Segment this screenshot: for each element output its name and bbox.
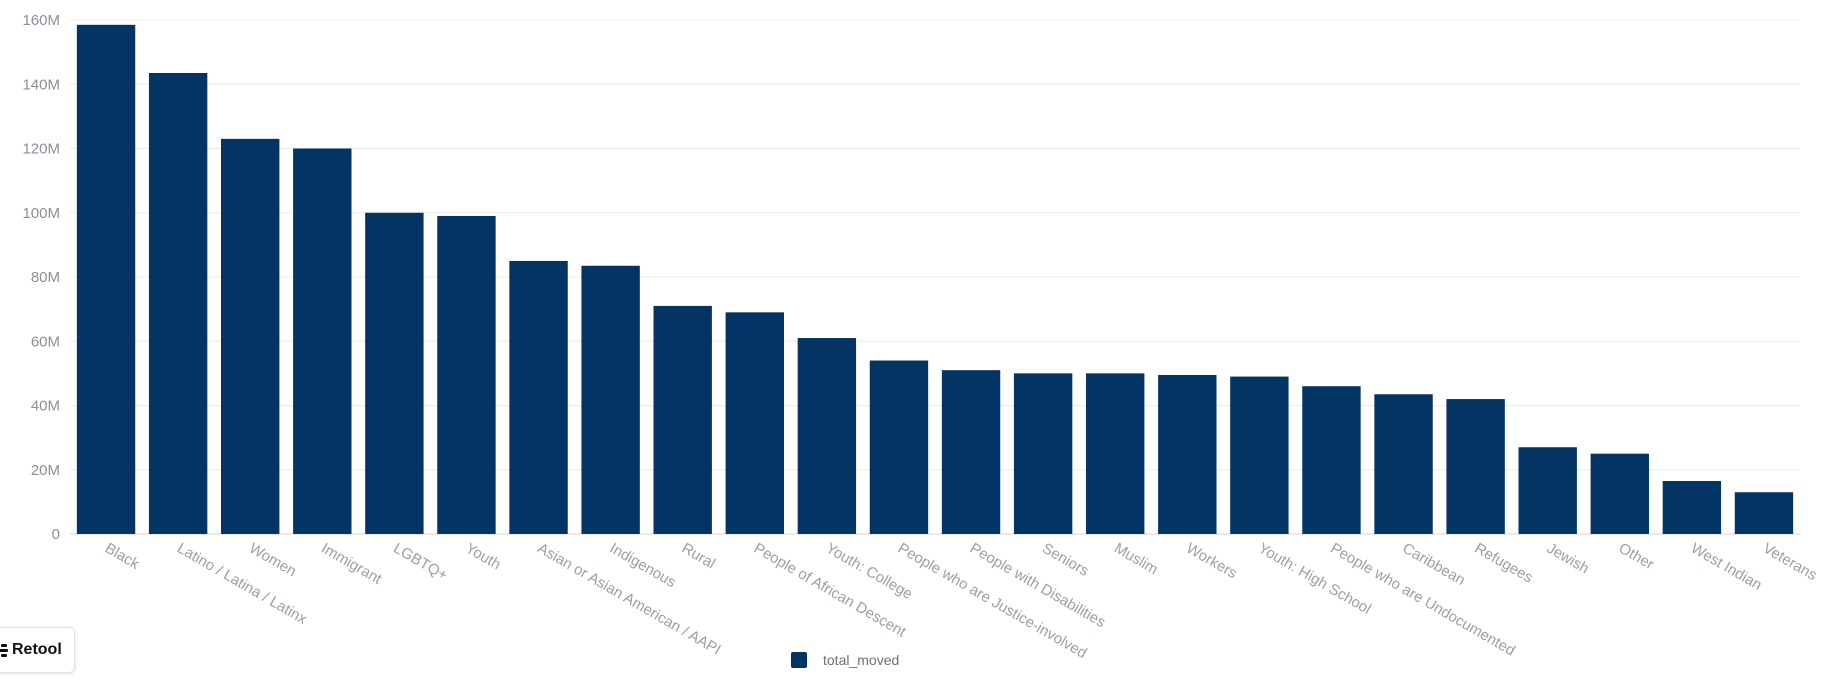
bar[interactable]	[869, 360, 929, 534]
bar[interactable]	[1446, 399, 1505, 534]
bar[interactable]	[437, 215, 496, 534]
x-tick-label: Rural	[679, 540, 719, 573]
legend-swatch[interactable]	[791, 652, 807, 668]
bar[interactable]	[941, 370, 1001, 534]
bar[interactable]	[293, 148, 352, 535]
bar[interactable]	[581, 265, 640, 534]
y-tick-label: 160M	[22, 12, 60, 29]
bar[interactable]	[509, 260, 568, 534]
bar[interactable]	[365, 212, 424, 534]
bar[interactable]	[653, 305, 712, 534]
x-tick-label: Workers	[1183, 540, 1240, 583]
bar[interactable]	[1374, 394, 1433, 534]
grid-lines	[70, 19, 1800, 535]
y-axis-ticks: 0 20M 40M 60M 80M 100M 120M 140M 160M	[22, 12, 60, 543]
y-tick-label: 0	[52, 526, 60, 543]
bar[interactable]	[797, 338, 857, 534]
y-tick-label: 100M	[22, 205, 60, 222]
bar[interactable]	[1013, 373, 1073, 535]
x-tick-label: Other	[1616, 540, 1657, 573]
x-tick-label: Veterans	[1760, 540, 1820, 584]
legend-label[interactable]: total_moved	[823, 652, 899, 668]
retool-badge[interactable]: Retool	[0, 627, 75, 673]
y-tick-label: 140M	[22, 76, 60, 93]
bar[interactable]	[1590, 453, 1649, 534]
x-tick-label: Immigrant	[318, 540, 385, 588]
y-tick-label: 60M	[31, 333, 60, 350]
bar[interactable]	[1518, 447, 1577, 534]
bar[interactable]	[1086, 373, 1145, 535]
bar[interactable]	[1158, 374, 1217, 534]
x-tick-label: Women	[246, 540, 299, 580]
x-tick-label: LGBTQ+	[390, 540, 450, 585]
bar[interactable]	[725, 312, 784, 534]
legend[interactable]: total_moved	[791, 652, 899, 668]
bar[interactable]	[221, 138, 280, 535]
bar[interactable]	[148, 73, 208, 534]
x-tick-label: Latino / Latina / Latinx	[174, 540, 310, 628]
x-tick-label: Seniors	[1039, 540, 1092, 580]
bar[interactable]	[1230, 376, 1289, 534]
x-tick-label: Muslim	[1111, 540, 1161, 578]
x-tick-label: Youth	[462, 540, 503, 574]
y-tick-label: 120M	[22, 141, 60, 158]
bars	[76, 24, 1794, 535]
y-tick-label: 20M	[31, 462, 60, 479]
x-tick-label: Black	[102, 540, 143, 573]
retool-logo-icon	[0, 643, 8, 657]
x-tick-label: West Indian	[1688, 540, 1765, 594]
bar[interactable]	[1734, 492, 1794, 534]
retool-badge-label: Retool	[12, 641, 62, 658]
bar[interactable]	[1662, 480, 1722, 534]
x-tick-label: Refugees	[1472, 540, 1536, 587]
bar[interactable]	[76, 24, 136, 534]
y-tick-label: 40M	[31, 398, 60, 415]
x-tick-label: Jewish	[1544, 540, 1592, 578]
bar[interactable]	[1302, 386, 1361, 534]
y-tick-label: 80M	[31, 269, 60, 286]
